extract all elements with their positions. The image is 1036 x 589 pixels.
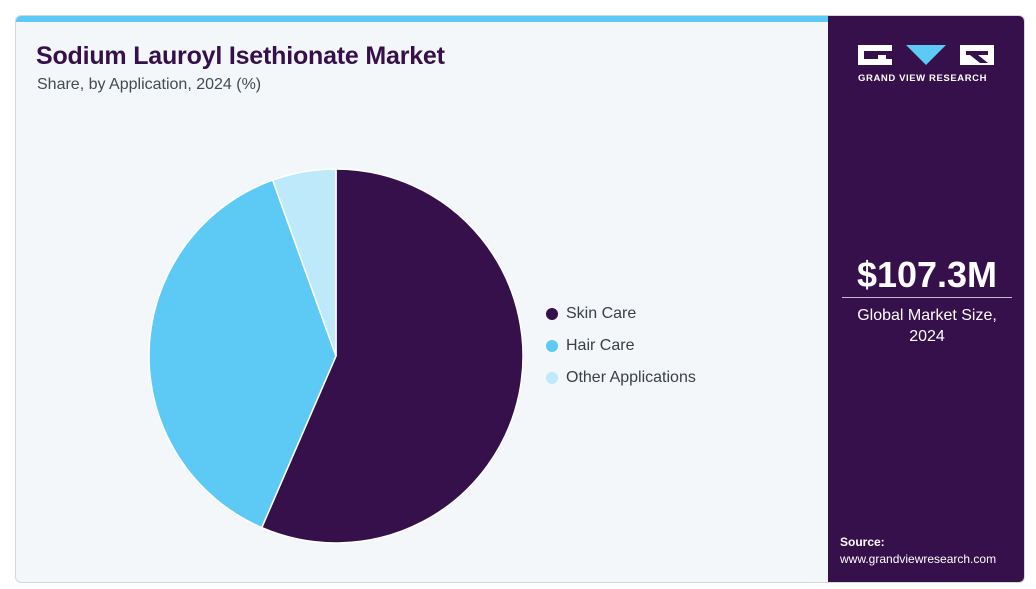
legend-swatch (546, 308, 558, 320)
chart-legend: Skin Care Hair Care Other Applications (546, 298, 696, 394)
source-heading: Source: (840, 535, 885, 549)
chart-panel: Sodium Lauroyl Isethionate Market Share,… (16, 16, 828, 582)
chart-card: Sodium Lauroyl Isethionate Market Share,… (15, 15, 1025, 583)
gvr-logo-icon (858, 45, 994, 65)
pie-slice-other-applications[interactable] (271, 168, 337, 357)
legend-label: Other Applications (566, 369, 696, 386)
pie-chart (148, 168, 524, 544)
accent-bar (16, 16, 828, 22)
chart-title: Sodium Lauroyl Isethionate Market (36, 42, 445, 70)
legend-item-other-applications[interactable]: Other Applications (546, 362, 696, 394)
market-size-label-line-2: 2024 (909, 328, 945, 345)
market-size-label-line-1: Global Market Size, (857, 307, 997, 324)
legend-item-skin-care[interactable]: Skin Care (546, 298, 696, 330)
legend-label: Skin Care (566, 305, 637, 322)
pie-slice-skin-care[interactable] (260, 168, 524, 544)
divider (842, 297, 1012, 298)
legend-swatch (546, 372, 558, 384)
pie-slice-hair-care[interactable] (148, 179, 337, 529)
legend-label: Hair Care (566, 337, 635, 354)
brand-logo: GRAND VIEW RESEARCH (856, 43, 1006, 84)
source-link[interactable]: www.grandviewresearch.com (840, 552, 997, 566)
legend-swatch (546, 340, 558, 352)
legend-item-hair-care[interactable]: Hair Care (546, 330, 696, 362)
sidebar-panel: GRAND VIEW RESEARCH $107.3M Global Marke… (828, 16, 1024, 582)
market-size-label: Global Market Size, 2024 (828, 305, 1024, 347)
chart-subtitle: Share, by Application, 2024 (%) (37, 76, 262, 93)
brand-name: GRAND VIEW RESEARCH (858, 73, 988, 84)
market-size-value: $107.3M (856, 254, 998, 295)
